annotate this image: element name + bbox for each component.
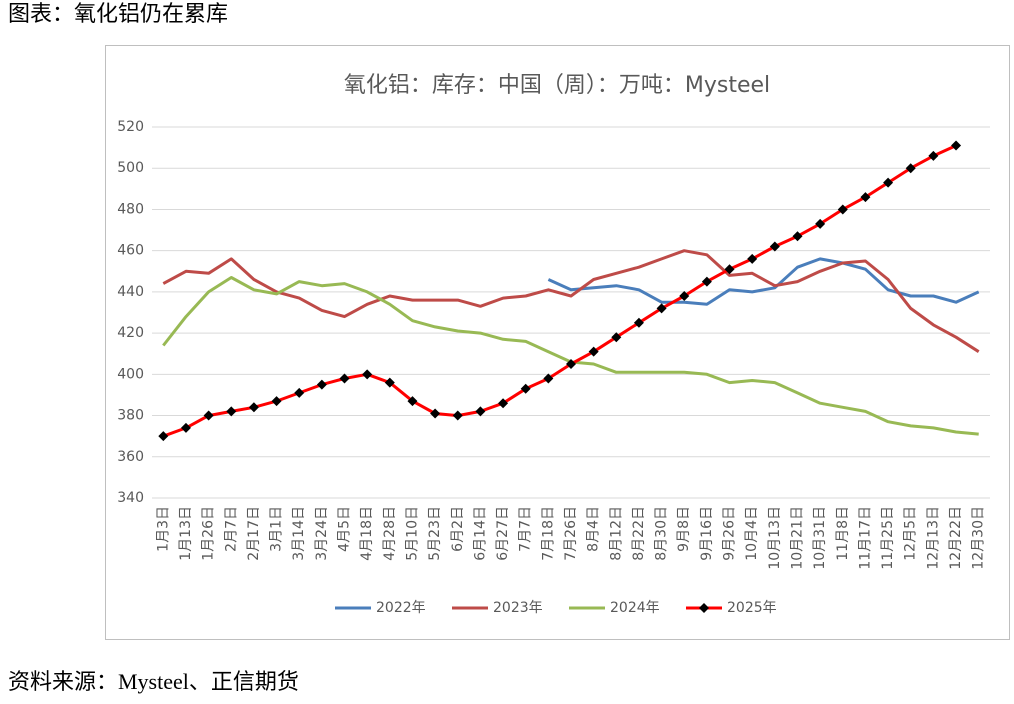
- marker: [724, 264, 735, 275]
- x-tick-label: 7月26日: [563, 506, 579, 561]
- marker: [294, 387, 305, 398]
- y-tick-label: 400: [117, 366, 144, 382]
- x-tick-label: 4月28日: [382, 506, 398, 561]
- legend-label: 2023年: [493, 600, 543, 616]
- marker: [679, 291, 690, 302]
- x-tick-label: 3月14日: [291, 506, 307, 561]
- marker: [588, 346, 599, 357]
- marker: [158, 431, 169, 442]
- x-tick-label: 12月5日: [903, 506, 919, 561]
- y-tick-label: 380: [117, 408, 144, 424]
- x-tick-label: 8月4日: [586, 506, 602, 552]
- x-tick-label: 9月8日: [676, 506, 692, 552]
- x-tick-label: 12月13日: [925, 506, 941, 570]
- y-tick-label: 460: [117, 243, 144, 259]
- y-tick-label: 440: [117, 284, 144, 300]
- x-tick-label: 10月31日: [812, 506, 828, 570]
- marker: [271, 396, 282, 407]
- x-tick-label: 9月26日: [722, 506, 738, 561]
- marker: [951, 140, 962, 151]
- marker: [837, 204, 848, 215]
- x-tick-label: 7月18日: [540, 506, 556, 561]
- marker: [633, 317, 644, 328]
- x-tick-label: 6月14日: [472, 506, 488, 561]
- marker: [384, 377, 395, 388]
- marker: [226, 406, 237, 417]
- marker: [566, 359, 576, 370]
- x-tick-label: 12月22日: [948, 506, 964, 570]
- marker: [883, 177, 894, 188]
- x-tick-label: 8月22日: [631, 506, 647, 561]
- marker: [928, 150, 939, 161]
- x-tick-label: 10月4日: [744, 506, 760, 561]
- marker: [520, 383, 531, 394]
- x-tick-label: 8月12日: [608, 506, 624, 561]
- x-tick-label: 8月30日: [654, 506, 670, 561]
- x-tick-label: 11月17日: [857, 506, 873, 570]
- x-tick-label: 5月10日: [404, 506, 420, 561]
- series-line: [162, 144, 957, 438]
- x-tick-label: 10月21日: [789, 506, 805, 570]
- y-tick-label: 340: [117, 490, 144, 506]
- x-tick-label: 4月18日: [359, 506, 375, 561]
- marker: [430, 408, 441, 419]
- marker: [316, 379, 327, 390]
- marker: [656, 303, 667, 314]
- marker: [611, 332, 622, 343]
- legend-label: 2024年: [610, 600, 660, 616]
- x-tick-label: 11月25日: [880, 506, 896, 570]
- x-tick-label: 1月26日: [201, 506, 217, 561]
- marker: [747, 253, 758, 264]
- page-title: 图表：氧化铝仍在累库: [8, 1, 228, 26]
- y-tick-label: 520: [117, 119, 144, 135]
- x-tick-label: 9月16日: [699, 506, 715, 561]
- x-tick-label: 2月7日: [223, 506, 239, 552]
- x-tick-label: 6月2日: [450, 506, 466, 552]
- x-tick-label: 4月5日: [337, 506, 353, 552]
- y-tick-label: 420: [117, 325, 144, 341]
- x-tick-label: 3月1日: [269, 506, 285, 552]
- marker: [792, 231, 803, 242]
- x-tick-label: 12月30日: [971, 506, 987, 570]
- marker: [362, 369, 373, 380]
- marker: [905, 163, 916, 174]
- marker: [860, 192, 871, 203]
- marker: [498, 398, 509, 409]
- marker: [701, 276, 712, 287]
- marker: [815, 218, 826, 229]
- marker: [407, 396, 418, 407]
- x-tick-label: 6月27日: [495, 506, 511, 561]
- x-tick-label: 7月7日: [518, 506, 534, 552]
- x-tick-label: 11月8日: [835, 506, 851, 561]
- series-line: [547, 257, 980, 306]
- chart-frame: [105, 45, 1010, 640]
- series-line: [162, 249, 980, 353]
- x-tick-label: 1月13日: [178, 506, 194, 561]
- y-tick-label: 480: [117, 201, 144, 217]
- x-tick-label: 1月3日: [155, 506, 171, 552]
- marker: [543, 373, 554, 384]
- y-tick-label: 500: [117, 160, 144, 176]
- x-tick-label: 3月24日: [314, 506, 330, 561]
- x-tick-label: 2月17日: [246, 506, 262, 561]
- marker: [180, 422, 191, 433]
- marker: [203, 410, 214, 421]
- marker: [475, 406, 486, 417]
- marker: [339, 373, 350, 384]
- marker: [769, 241, 780, 252]
- legend-marker: [699, 603, 709, 613]
- x-tick-label: 10月13日: [767, 506, 783, 570]
- y-tick-label: 360: [117, 449, 144, 465]
- chart-title: 氧化铝：库存：中国（周）：万吨：Mysteel: [344, 73, 770, 98]
- source-note: 资料来源：Mysteel、正信期货: [8, 669, 299, 694]
- x-tick-label: 5月23日: [427, 506, 443, 561]
- marker: [452, 410, 463, 421]
- legend-label: 2022年: [376, 600, 426, 616]
- legend-label: 2025年: [727, 600, 777, 616]
- marker: [248, 402, 259, 413]
